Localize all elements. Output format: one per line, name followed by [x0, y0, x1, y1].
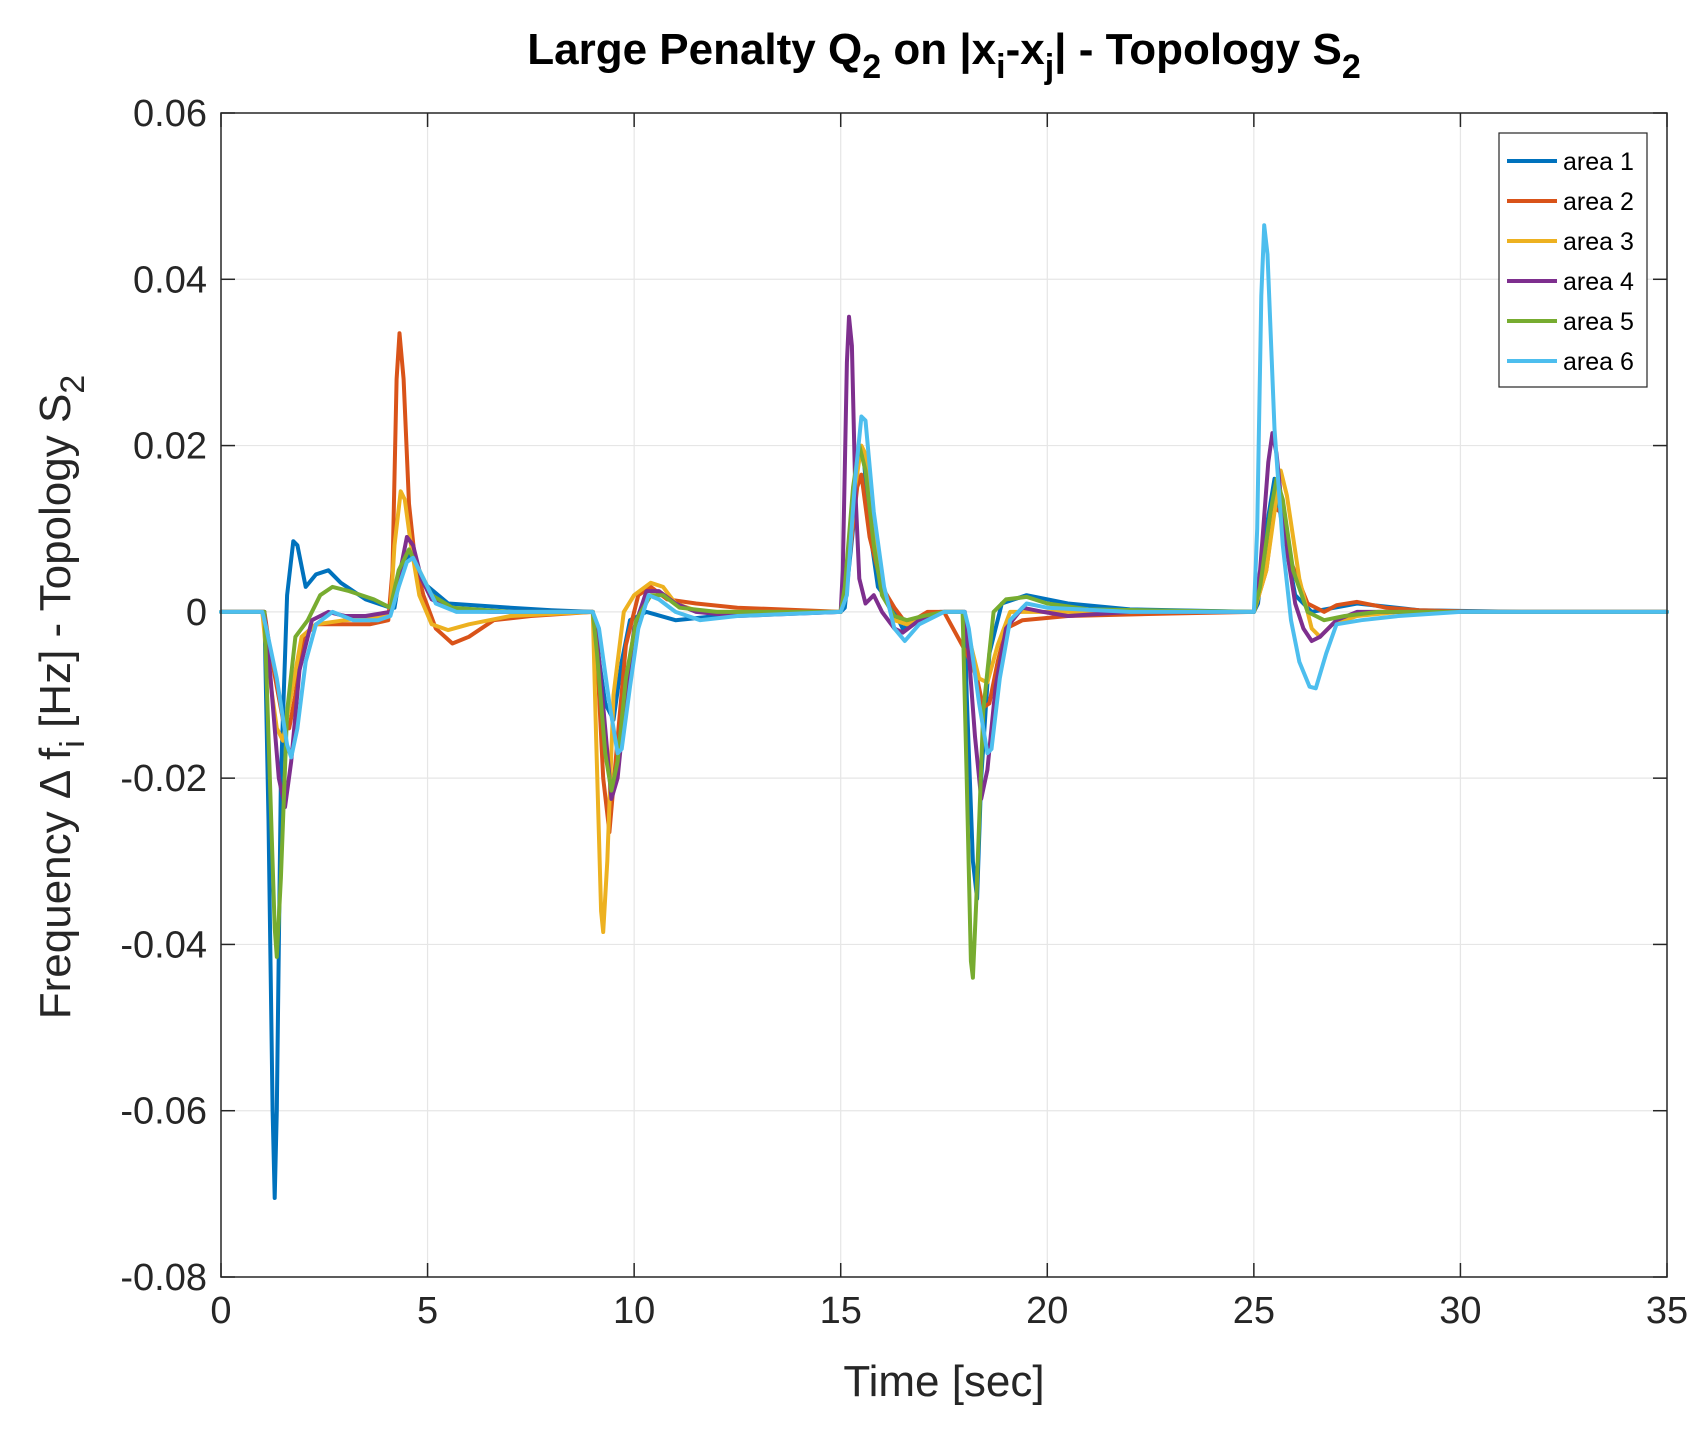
legend-label: area 1	[1563, 148, 1634, 176]
x-tick-label: 10	[613, 1290, 655, 1332]
series-line-area-3	[219, 443, 1669, 934]
x-axis-label: Time [sec]	[843, 1357, 1044, 1406]
x-tick-label: 30	[1439, 1290, 1481, 1332]
x-tick-label: 15	[820, 1290, 862, 1332]
y-tick-label: -0.04	[120, 924, 207, 966]
y-tick-label: 0	[186, 592, 207, 634]
series-lines	[219, 223, 1669, 1200]
y-tick-label: 0.06	[133, 93, 207, 135]
y-tick-label: -0.08	[120, 1257, 207, 1299]
plot-area-frame	[220, 112, 1668, 1278]
x-tick-label: 20	[1026, 1290, 1068, 1332]
y-tick-label: -0.02	[120, 758, 207, 800]
grid-lines	[221, 113, 1667, 1277]
legend: area 1 area 2 area 3 area 4 area 5 area 6	[1498, 132, 1648, 388]
y-tick-label: 0.02	[133, 426, 207, 468]
legend-label: area 2	[1563, 188, 1634, 216]
y-axis-label: Frequency Δ fi [Hz] - Topology S2	[31, 375, 92, 1019]
series-line-area-4	[219, 314, 1669, 810]
chart-title: Large Penalty Q2 on |xi-xj| - Topology S…	[527, 25, 1361, 86]
legend-label: area 6	[1563, 348, 1634, 376]
legend-label: area 3	[1563, 228, 1634, 256]
series-line-area-6	[219, 223, 1669, 760]
x-tick-label: 25	[1233, 1290, 1275, 1332]
legend-label: area 4	[1563, 268, 1634, 296]
x-tick-label: 5	[417, 1290, 438, 1332]
y-tick-label: -0.06	[120, 1091, 207, 1133]
legend-box	[1498, 132, 1648, 388]
axis-ticks: 0 5 10 15 20 25 30 35 -0.08 -0.06 -0.04 -0.02 0 0.02 0…	[120, 93, 1688, 1332]
x-tick-label: 35	[1646, 1290, 1688, 1332]
y-tick-label: 0.04	[133, 259, 207, 301]
series-line-area-2	[219, 331, 1669, 835]
series-line-area-1	[219, 443, 1669, 1200]
legend-label: area 5	[1563, 308, 1634, 336]
series-line-area-5	[219, 443, 1669, 980]
x-tick-label: 0	[210, 1290, 231, 1332]
